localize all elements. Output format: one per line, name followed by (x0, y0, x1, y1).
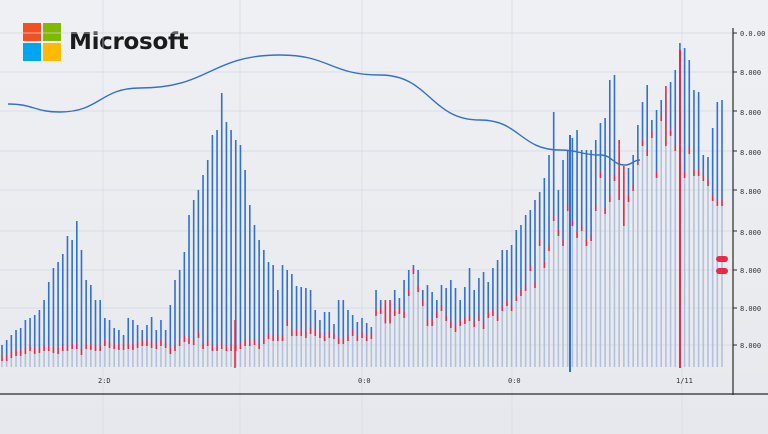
y-tick-label: 8.000 (740, 229, 762, 237)
y-tick-label: 0.0.00 (740, 30, 766, 38)
annotation-pill-lower (716, 268, 728, 274)
logo-square-red (23, 23, 41, 41)
x-tick-label: 0:0 (358, 377, 371, 385)
x-tick-label: 0:0 (508, 377, 521, 385)
logo-square-yellow (43, 43, 61, 61)
y-tick-label: 8.000 (740, 109, 762, 117)
y-tick-label: 8.000 (740, 149, 762, 157)
annotation-pill-upper (716, 256, 728, 262)
y-tick-label: 8.000 (740, 69, 762, 77)
y-tick-label: 8.000 (740, 267, 762, 275)
x-tick-label: 1/11 (676, 377, 693, 385)
logo-square-blue (23, 43, 41, 61)
y-tick-label: 8.000 (740, 305, 762, 313)
x-tick-label: 2:D (98, 377, 111, 385)
microsoft-logo-icon (23, 23, 61, 61)
y-tick-label: 8.000 (740, 342, 762, 350)
logo-square-green (43, 23, 61, 41)
y-tick-label: 8.800 (740, 188, 762, 196)
